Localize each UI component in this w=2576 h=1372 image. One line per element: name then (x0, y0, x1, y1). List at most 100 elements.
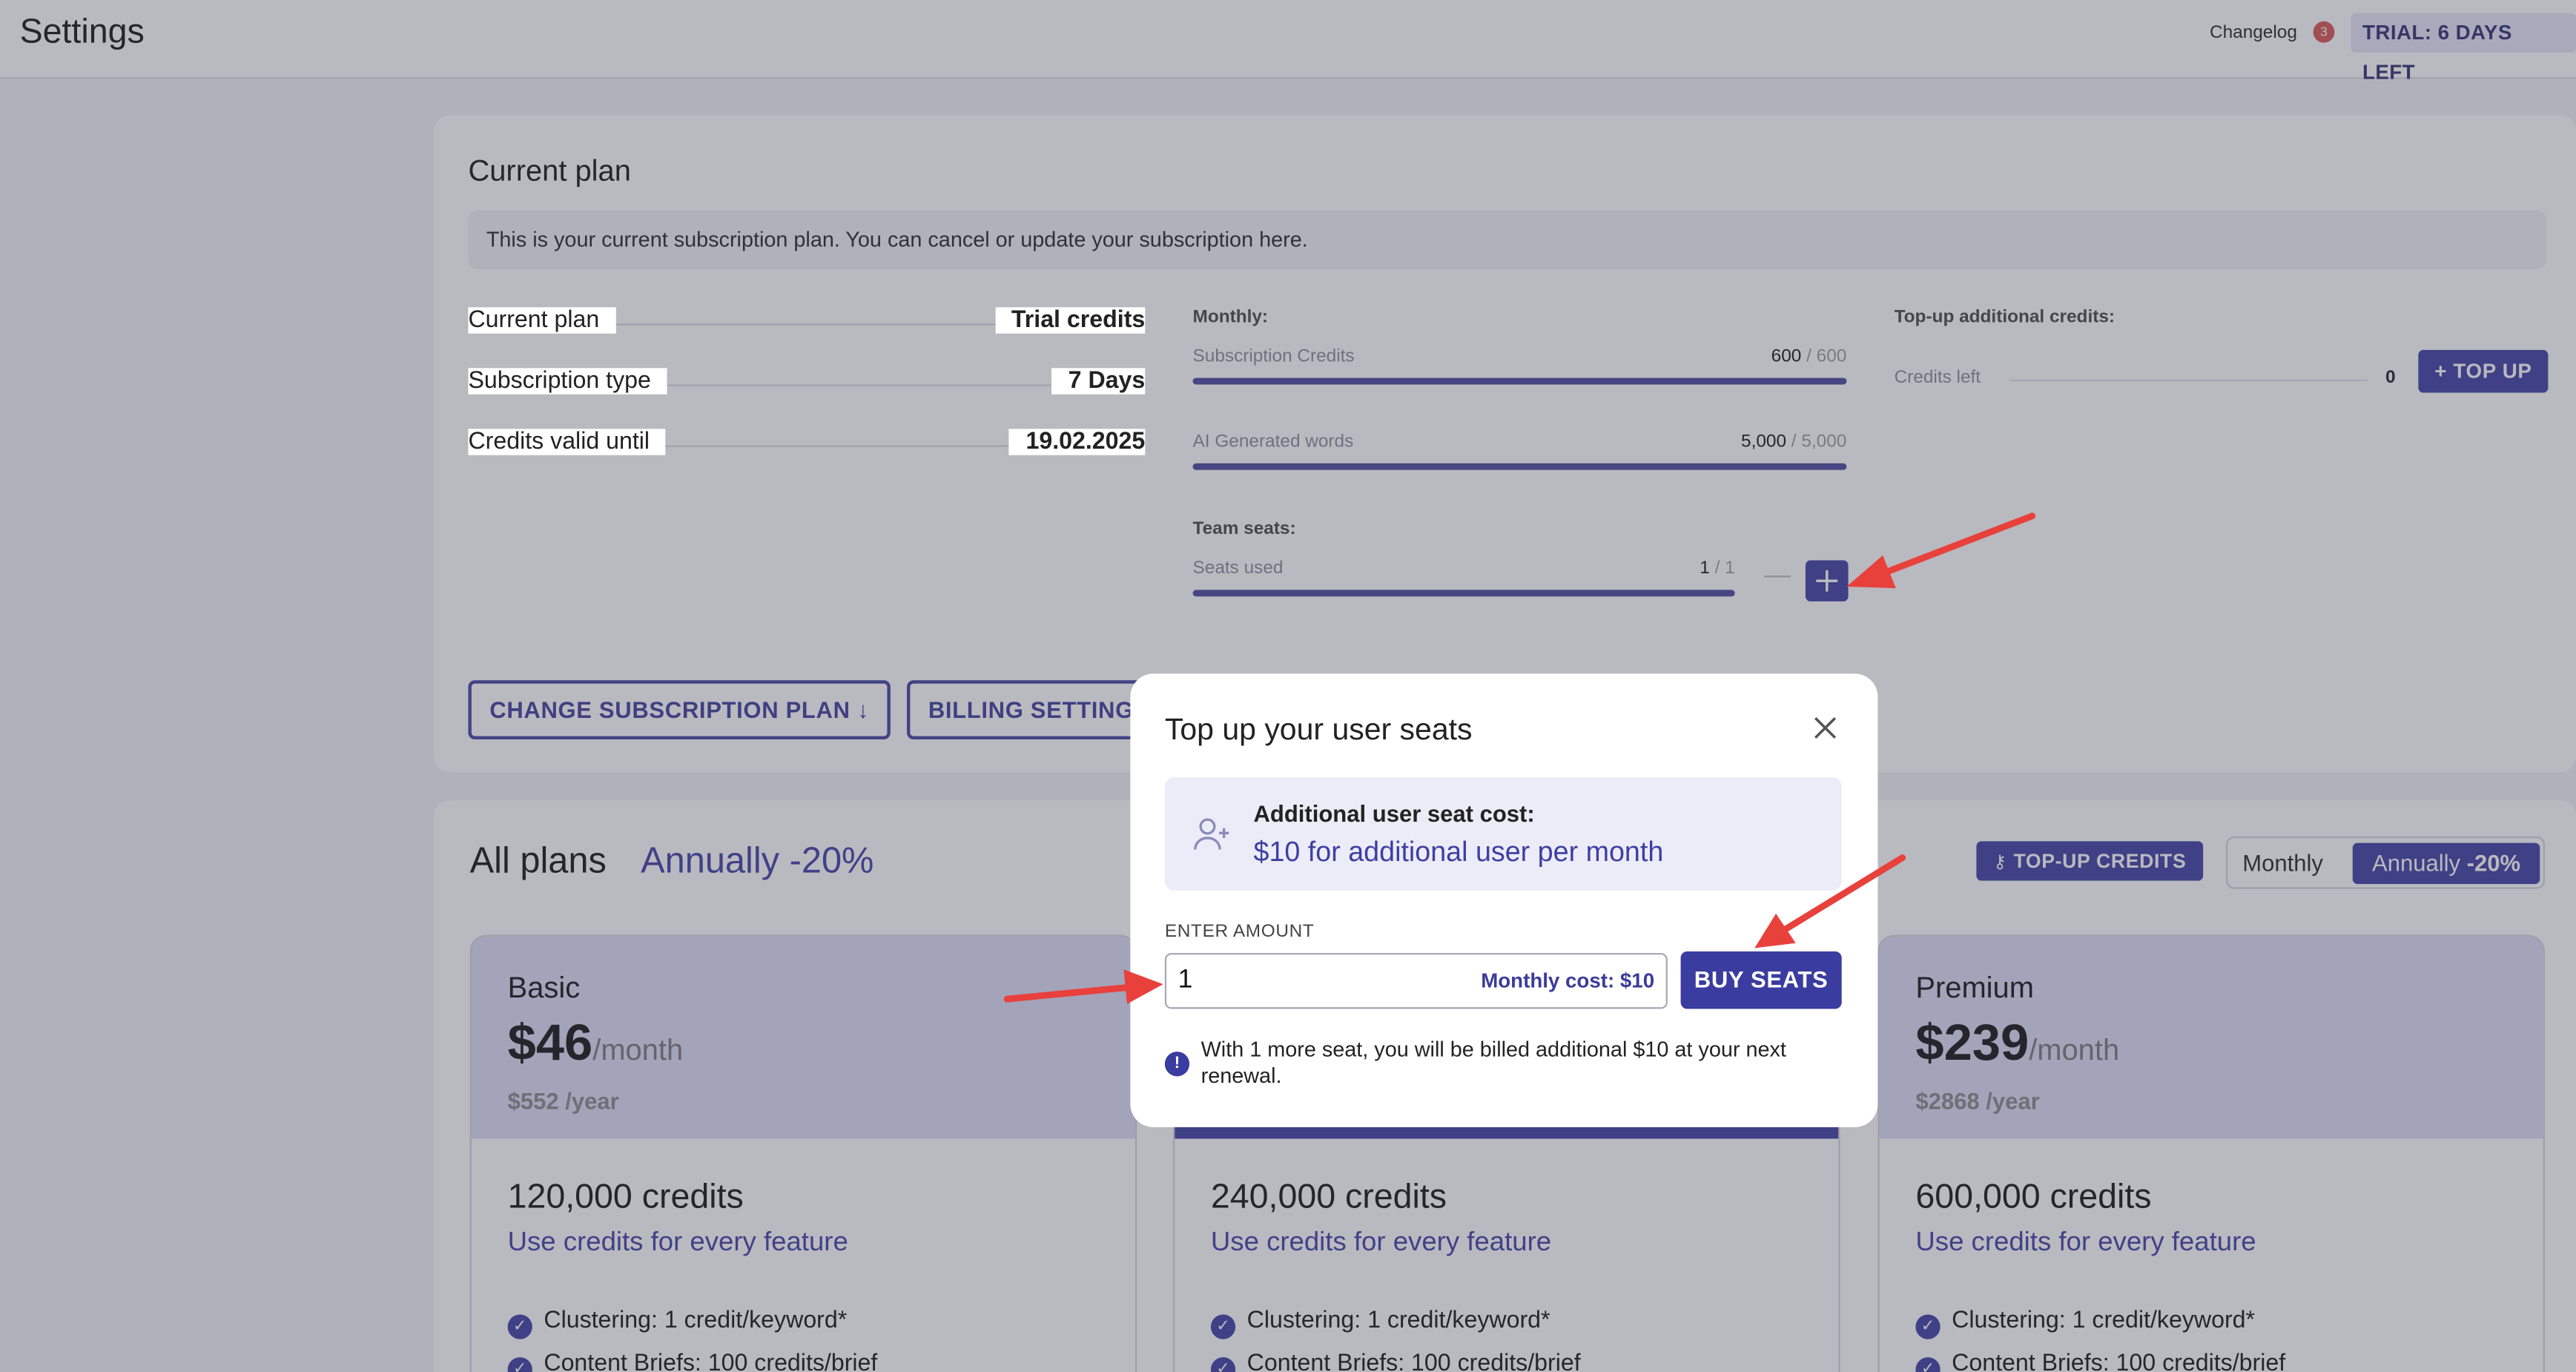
plan-price-period: /month (2029, 1033, 2120, 1066)
plan-feature-text: Content Briefs: 100 credits/brief (544, 1350, 878, 1372)
meter-track (1192, 463, 1847, 470)
top-up-credits-label: TOP-UP CREDITS (2013, 849, 2187, 873)
plan-yearly-price: $2868 /year (1915, 1087, 2040, 1115)
check-icon: ✓ (1915, 1357, 1941, 1372)
plan-card-header (471, 936, 1135, 1139)
key-icon: ⚷ (1993, 852, 2007, 873)
meter-fill (1192, 590, 1735, 597)
monthly-heading: Monthly: (1192, 307, 1269, 327)
changelog-link[interactable]: Changelog (2209, 23, 2297, 43)
meter-fill (1192, 463, 1847, 470)
plan-feature: ✓ Clustering: 1 credit/keyword* (1210, 1307, 1550, 1339)
check-icon: ✓ (507, 1314, 532, 1339)
meter-value: 600 / 600 (1771, 346, 1847, 366)
plan-name: Basic (507, 971, 581, 1004)
plan-feature-text: Clustering: 1 credit/keyword* (544, 1307, 848, 1335)
topup-heading: Top-up additional credits: (1894, 307, 2115, 327)
change-subscription-plan-button[interactable]: CHANGE SUBSCRIPTION PLAN ↓ (468, 680, 891, 740)
decrease-seats-button[interactable]: — (1764, 561, 1791, 590)
plan-yearly-price: $552 /year (507, 1087, 619, 1115)
add-user-icon (1194, 818, 1229, 850)
plan-card-header (1879, 936, 2543, 1139)
trial-badge[interactable]: TRIAL: 6 DAYS LEFT (2351, 13, 2576, 84)
meter-used: 1 (1700, 558, 1710, 578)
meter-label: Subscription Credits (1192, 346, 1355, 367)
plan-feature: ✓ Clustering: 1 credit/keyword* (507, 1307, 848, 1339)
page-title: Settings (19, 13, 145, 51)
toggle-annually-label: Annually (2372, 849, 2460, 876)
plan-price-amount: $239 (1915, 1014, 2030, 1072)
top-bar: Settings Changelog 3 TRIAL: 6 DAYS LEFT (0, 0, 2576, 84)
plan-credits: 600,000 credits (1915, 1178, 2152, 1216)
meter-label: AI Generated words (1192, 432, 1354, 452)
check-icon: ✓ (1210, 1357, 1236, 1372)
plan-price-amount: $46 (507, 1014, 593, 1072)
plan-feature: ✓ Content Briefs: 100 credits/brief (507, 1350, 878, 1372)
seat-cost-value: $10 for additional user per month (1253, 836, 1664, 868)
meter-value: 5,000 / 5,000 (1741, 432, 1846, 452)
plan-row-credits-valid: Credits valid until 19.02.2025 (468, 429, 1146, 461)
plan-feature-text: Clustering: 1 credit/keyword* (1952, 1307, 2256, 1335)
toggle-monthly[interactable]: Monthly (2242, 849, 2323, 876)
modal-title: Top up your user seats (1164, 711, 1473, 746)
plan-price: $239/month (1915, 1014, 2119, 1073)
plan-feature-text: Clustering: 1 credit/keyword* (1246, 1307, 1550, 1335)
plan-feature: ✓ Clustering: 1 credit/keyword* (1915, 1308, 2255, 1339)
seat-cost-label: Additional user seat cost: (1253, 799, 1535, 827)
plan-card-basic[interactable]: Basic $46/month $552 /year 120,000 credi… (469, 934, 1137, 1372)
row-divider (484, 323, 1129, 326)
plan-card-premium[interactable]: Premium $239/month $2868 /year 600,000 c… (1877, 934, 2545, 1372)
buy-seats-button[interactable]: BUY SEATS (1680, 951, 1842, 1009)
meter-used: 600 (1771, 346, 1802, 367)
meter-total: / 5,000 (1791, 432, 1847, 452)
check-icon: ✓ (507, 1357, 532, 1372)
plan-price-period: /month (592, 1033, 684, 1066)
close-icon[interactable] (1809, 711, 1841, 744)
plan-credits: 120,000 credits (507, 1178, 744, 1216)
plan-feature: ✓ Content Briefs: 100 credits/brief (1915, 1350, 2285, 1372)
plan-row-value: 19.02.2025 (1009, 429, 1146, 455)
plan-feature-text: Content Briefs: 100 credits/brief (1952, 1350, 2286, 1372)
plan-row-current-plan: Current plan Trial credits (468, 307, 1146, 340)
credits-left-row: Credits left 0 + TOP UP (1895, 349, 2549, 393)
annual-discount-label: Annually -20% (641, 840, 874, 881)
plan-row-label: Current plan (468, 307, 616, 334)
plan-feature-text: Content Briefs: 100 credits/brief (1246, 1350, 1581, 1372)
top-up-button[interactable]: + TOP UP (2418, 349, 2549, 393)
row-divider (484, 445, 1129, 447)
meter-label: Seats used (1192, 558, 1284, 578)
seat-amount-input[interactable]: 1 Monthly cost: $10 (1164, 953, 1668, 1009)
all-plans-heading: All plans (469, 840, 607, 881)
top-up-seats-modal: Top up your user seats Additional user s… (1130, 673, 1878, 1127)
enter-amount-label: ENTER AMOUNT (1164, 921, 1315, 942)
row-divider (484, 384, 1129, 386)
current-plan-card: Current plan This is your current subscr… (433, 115, 2576, 773)
check-icon: ✓ (1210, 1314, 1236, 1339)
plan-credits: 240,000 credits (1210, 1178, 1447, 1216)
plan-credits-subtitle: Use credits for every feature (1915, 1227, 2256, 1257)
billing-note: With 1 more seat, you will be billed add… (1201, 1037, 1786, 1088)
toggle-annually-discount: -20% (2466, 849, 2521, 876)
meter-total: / 1 (1714, 558, 1735, 578)
plan-row-value: Trial credits (994, 307, 1146, 334)
plan-price: $46/month (508, 1014, 684, 1073)
billing-period-toggle[interactable]: Monthly Annually -20% (2226, 836, 2545, 889)
meter-fill (1192, 377, 1847, 385)
check-icon: ✓ (1915, 1314, 1941, 1339)
toggle-annually[interactable]: Annually -20% (2352, 842, 2540, 884)
add-seat-button[interactable] (1805, 560, 1849, 601)
top-up-credits-button[interactable]: ⚷ TOP-UP CREDITS (1976, 841, 2204, 881)
billing-settings-button[interactable]: BILLING SETTINGS (907, 680, 1172, 740)
seat-amount-value[interactable]: 1 (1178, 966, 1193, 995)
meter-track (1192, 590, 1735, 597)
info-icon: ! (1164, 1051, 1190, 1077)
team-seats-heading: Team seats: (1192, 519, 1296, 539)
plan-feature: ✓ Content Briefs: 100 credits/brief (1210, 1350, 1581, 1372)
plan-credits-subtitle: Use credits for every feature (507, 1227, 848, 1257)
monthly-cost-label: Monthly cost: $10 (1481, 969, 1655, 993)
seat-cost-info: Additional user seat cost: $10 for addit… (1164, 776, 1842, 891)
current-plan-info: This is your current subscription plan. … (468, 210, 2547, 270)
meter-total: / 600 (1806, 346, 1847, 367)
meter-used: 5,000 (1741, 432, 1787, 452)
